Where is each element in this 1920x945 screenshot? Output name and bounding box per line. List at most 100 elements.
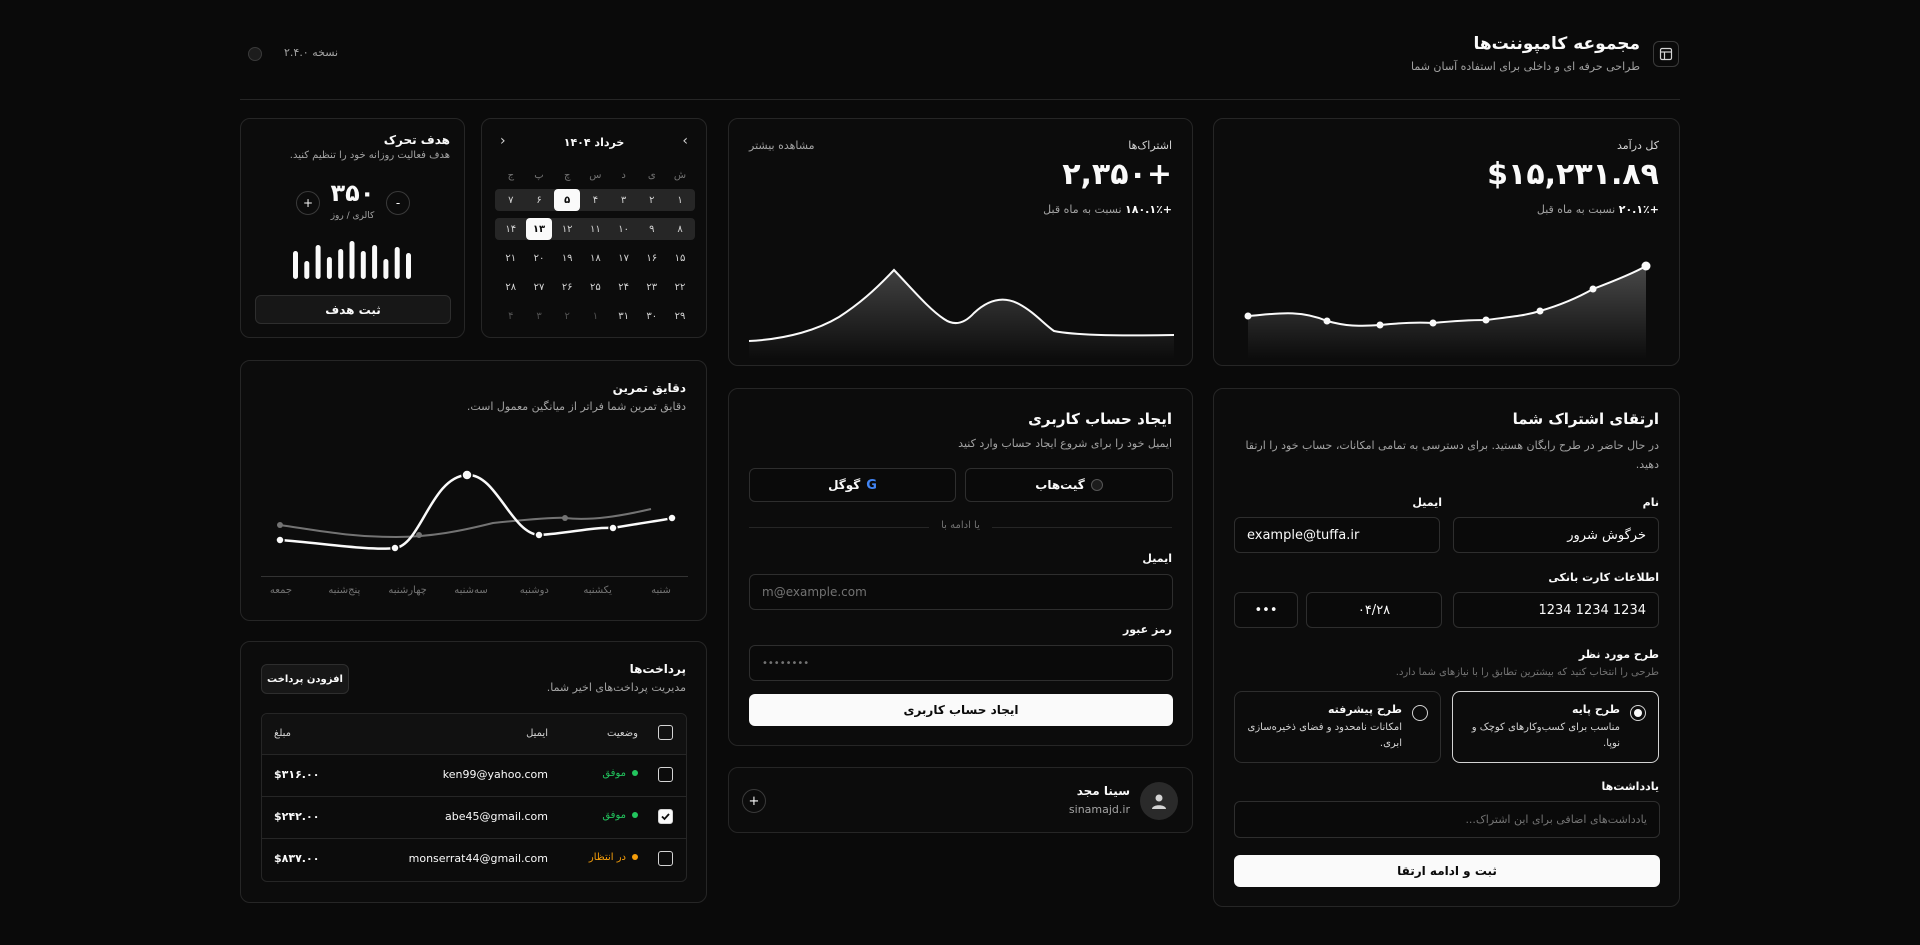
calendar-weekday: س xyxy=(589,169,602,181)
calendar-prev-icon[interactable]: ‹ xyxy=(682,133,688,149)
select-all-checkbox[interactable] xyxy=(658,725,673,740)
plan-label: طرح مورد نظر xyxy=(1578,648,1659,661)
calendar-day[interactable]: ۴ xyxy=(508,310,514,322)
subscriptions-card: اشتراک‌ها مشاهده بیشتر +۲,۳۵۰ +۱۸۰.۱٪ نس… xyxy=(728,118,1193,366)
card-number-input[interactable]: 1234 1234 1234 xyxy=(1453,592,1659,628)
card-expiry-input[interactable]: ۰۴/۲۸ xyxy=(1306,592,1442,628)
goal-minus-button[interactable]: - xyxy=(386,191,410,215)
subscriptions-change-text: نسبت به ماه قبل xyxy=(1043,203,1122,216)
column-email: ایمیل xyxy=(526,728,548,739)
plan-basic-option[interactable]: طرح پایه مناسب برای کسب‌وکارهای کوچک و ن… xyxy=(1452,691,1659,763)
notes-input[interactable]: یادداشت‌های اضافی برای این اشتراک... xyxy=(1234,801,1660,838)
calendar-day[interactable]: ۱۰ xyxy=(618,223,629,235)
calendar-day[interactable]: ۱۸ xyxy=(590,252,601,264)
account-email-input[interactable]: m@example.com xyxy=(749,574,1173,610)
goal-value: ۳۵۰ xyxy=(330,179,375,207)
calendar-day[interactable]: ۲۷ xyxy=(533,281,545,293)
add-payment-button[interactable]: افزودن پرداخت xyxy=(261,664,349,694)
google-button[interactable]: گوگل G xyxy=(749,468,956,502)
calendar-day[interactable]: ۱۱ xyxy=(590,223,601,235)
calendar-day[interactable]: ۲۶ xyxy=(561,281,573,293)
upgrade-email-input[interactable]: example@tuffa.ir xyxy=(1234,517,1440,553)
goal-bar xyxy=(372,245,378,279)
upgrade-submit-button[interactable]: ثبت و ادامه ارتقا xyxy=(1234,855,1660,887)
row-checkbox[interactable] xyxy=(658,809,673,824)
card-cvc-value: ••• xyxy=(1254,602,1278,618)
exercise-axis-line xyxy=(261,576,688,577)
plan-basic-radio[interactable] xyxy=(1630,705,1646,721)
calendar-day[interactable]: ۳۰ xyxy=(646,310,658,322)
calendar-day[interactable]: ۹ xyxy=(649,223,655,235)
calendar-day[interactable]: ۱۴ xyxy=(505,223,517,235)
calendar-day[interactable]: ۱۷ xyxy=(618,252,629,264)
subscriptions-value: +۲,۳۵۰ xyxy=(1062,157,1172,192)
calendar-day[interactable]: ۱۲ xyxy=(561,223,573,235)
calendar-day-selected[interactable]: ۵ xyxy=(554,189,581,211)
github-button[interactable]: گیت‌هاب xyxy=(965,468,1173,502)
calendar-weekday: ج xyxy=(507,169,515,181)
account-password-placeholder: •••••••• xyxy=(762,657,810,669)
calendar-day[interactable]: ۷ xyxy=(508,194,514,206)
calendar-day[interactable]: ۲۰ xyxy=(533,252,545,264)
calendar-day[interactable]: ۱۶ xyxy=(646,252,658,264)
github-label: گیت‌هاب xyxy=(1035,478,1085,492)
row-amount: $۲۴۲.۰۰ xyxy=(274,810,320,823)
calendar-next-icon[interactable]: › xyxy=(500,133,506,149)
goal-unit: کالری / روز xyxy=(330,211,375,221)
calendar-day[interactable]: ۲۵ xyxy=(590,281,601,293)
calendar-day[interactable]: ۱ xyxy=(677,194,683,206)
card-number-value: 1234 1234 1234 xyxy=(1538,602,1646,618)
subscriptions-more-link[interactable]: مشاهده بیشتر xyxy=(749,139,815,152)
card-cvc-input[interactable]: ••• xyxy=(1234,592,1298,628)
calendar-day[interactable]: ۱۵ xyxy=(674,252,686,264)
calendar-day[interactable]: ۲۳ xyxy=(646,281,658,293)
calendar-day[interactable]: ۸ xyxy=(677,223,683,235)
calendar-day[interactable]: ۳ xyxy=(620,194,627,206)
calendar-day[interactable]: ۶ xyxy=(536,194,542,206)
revenue-label: کل درآمد xyxy=(1617,139,1659,152)
calendar-day[interactable]: ۳۱ xyxy=(618,310,629,322)
calendar-day[interactable]: ۴ xyxy=(592,194,599,206)
page-title: مجموعه کامپوننت‌ها xyxy=(1473,34,1640,54)
exercise-day-label: جمعه xyxy=(269,585,293,596)
calendar-day-selected[interactable]: ۱۳ xyxy=(526,218,552,240)
calendar-day[interactable]: ۲۲ xyxy=(674,281,686,293)
exercise-day-labels: شنبه یکشنبه دوشنبه سه‌شنبه چهارشنبه پنج‌شنبه ج… xyxy=(241,585,708,599)
calendar-day[interactable]: ۲۸ xyxy=(505,281,517,293)
calendar-day[interactable]: ۳ xyxy=(536,310,542,322)
plan-pro-option[interactable]: طرح پیشرفته امکانات نامحدود و فضای ذخیره… xyxy=(1234,691,1441,763)
calendar-day[interactable]: ۱۹ xyxy=(561,252,573,264)
notes-label: یادداشت‌ها xyxy=(1601,780,1659,793)
goal-subtitle: هدف فعالیت روزانه خود را تنظیم کنید. xyxy=(289,150,450,161)
profile-card: سینا مجد sinamajd.ir + xyxy=(728,767,1193,833)
row-checkbox[interactable] xyxy=(658,767,673,782)
calendar-day[interactable]: ۲ xyxy=(649,194,655,206)
row-email: abe45@gmail.com xyxy=(444,810,548,823)
header-layout-icon[interactable] xyxy=(1653,41,1679,67)
calendar-weekday: ش xyxy=(673,169,687,181)
row-checkbox[interactable] xyxy=(658,851,673,866)
create-account-button[interactable]: ایجاد حساب کاربری xyxy=(749,694,1173,726)
calendar-day[interactable]: ۲۴ xyxy=(618,281,629,293)
subscriptions-label: اشتراک‌ها xyxy=(1128,139,1172,152)
goal-submit-button[interactable]: ثبت هدف xyxy=(255,295,451,324)
profile-add-button[interactable]: + xyxy=(742,789,766,813)
plan-pro-radio[interactable] xyxy=(1412,705,1428,721)
user-icon xyxy=(1152,794,1166,809)
payments-table: وضعیت ایمیل مبلغ موفق ken99@yahoo.com $۳۱۶… xyxy=(261,713,687,882)
account-password-input[interactable]: •••••••• xyxy=(749,645,1173,681)
github-icon[interactable] xyxy=(248,47,262,61)
calendar-day[interactable]: ۲ xyxy=(564,310,570,322)
status-badge: در انتظار xyxy=(589,852,638,863)
calendar-day[interactable]: ۲۹ xyxy=(674,310,686,322)
goal-bar xyxy=(349,241,355,279)
revenue-line-chart xyxy=(1244,261,1651,359)
subscriptions-area-chart xyxy=(748,268,1175,359)
calendar-day[interactable]: ۲۱ xyxy=(505,252,517,264)
goal-plus-button[interactable]: + xyxy=(296,191,320,215)
payments-title: پرداخت‌ها xyxy=(629,662,686,676)
exercise-day-label: پنج‌شنبه xyxy=(328,585,361,596)
calendar-day[interactable]: ۱ xyxy=(592,310,599,322)
account-password-label: رمز عبور xyxy=(1122,623,1172,636)
upgrade-name-input[interactable]: خرگوش شرور xyxy=(1453,517,1659,553)
